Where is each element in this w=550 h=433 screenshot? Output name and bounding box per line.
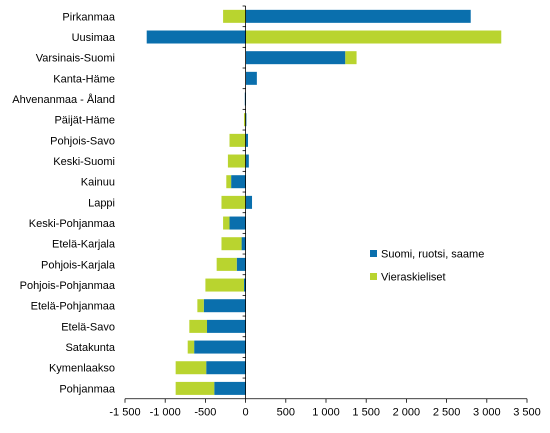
category-label: Varsinais-Suomi (36, 53, 115, 65)
x-tick-label: 3 000 (473, 407, 501, 419)
bar-foreign-8 (226, 175, 232, 189)
bar-domestic-9 (245, 195, 253, 209)
category-label: Pohjois-Savo (50, 135, 115, 147)
category-label: Etelä-Savo (61, 321, 115, 333)
bar-foreign-0 (223, 9, 246, 23)
bar-foreign-16 (187, 340, 195, 354)
bar-foreign-17 (175, 361, 207, 375)
bar-foreign-1 (245, 30, 502, 44)
category-label: Kainuu (81, 177, 115, 189)
bar-domestic-3 (245, 71, 257, 85)
category-labels: Pirkanmaa Uusimaa Varsinais-Suomi Kanta-Häm… (12, 11, 116, 395)
category-label: Keski-Pohjanmaa (29, 218, 116, 230)
bar-foreign-12 (216, 257, 237, 271)
bar-foreign-13 (205, 278, 244, 292)
bar-domestic-7 (245, 154, 249, 168)
bar-foreign-14 (197, 299, 204, 313)
bars-layer (146, 9, 502, 395)
x-tick-label: 500 (277, 407, 295, 419)
category-label: Päijät-Häme (54, 115, 115, 127)
bar-domestic-15 (207, 319, 246, 333)
category-label: Pirkanmaa (62, 11, 115, 23)
bar-foreign-2 (345, 51, 357, 65)
legend: Suomi, ruotsi, saame Vieraskieliset (370, 249, 484, 284)
category-label: Kanta-Häme (53, 73, 115, 85)
category-label: Pohjanmaa (59, 383, 116, 395)
bar-foreign-15 (189, 319, 208, 333)
bar-domestic-6 (245, 133, 249, 147)
category-label: Pohjois-Karjala (41, 259, 116, 271)
bar-domestic-18 (214, 381, 246, 395)
bar-domestic-14 (203, 299, 246, 313)
bar-domestic-16 (194, 340, 246, 354)
bar-domestic-17 (206, 361, 246, 375)
x-tick-label: 2 500 (433, 407, 461, 419)
x-tick-label: 1 500 (352, 407, 380, 419)
category-label: Etelä-Karjala (52, 239, 116, 251)
bar-domestic-10 (229, 216, 246, 230)
legend-swatch-foreign (370, 273, 377, 280)
x-tick-label: -1 000 (150, 407, 181, 419)
bar-domestic-1 (146, 30, 246, 44)
legend-label-foreign: Vieraskieliset (381, 272, 446, 284)
x-tick-label: 3 500 (513, 407, 541, 419)
category-label: Uusimaa (72, 32, 116, 44)
x-tick-label: 1 000 (312, 407, 340, 419)
category-label: Lappi (88, 197, 115, 209)
bar-domestic-13 (243, 278, 246, 292)
bar-domestic-12 (236, 257, 246, 271)
bar-domestic-8 (231, 175, 246, 189)
category-label: Kymenlaakso (49, 363, 115, 375)
bar-domestic-0 (245, 9, 471, 23)
category-label: Keski-Suomi (53, 156, 115, 168)
bar-foreign-9 (221, 195, 246, 209)
bar-foreign-18 (175, 381, 215, 395)
bar-foreign-5 (243, 113, 246, 127)
x-tick-label: 0 (243, 407, 249, 419)
category-label: Satakunta (65, 342, 115, 354)
bar-foreign-10 (223, 216, 230, 230)
bar-foreign-7 (227, 154, 246, 168)
category-label: Etelä-Pohjanmaa (31, 301, 116, 313)
category-label: Ahvenanmaa - Åland (12, 93, 115, 106)
bar-foreign-6 (229, 133, 246, 147)
x-tick-label: 2 000 (393, 407, 421, 419)
legend-swatch-domestic (370, 250, 377, 257)
legend-label-domestic: Suomi, ruotsi, saame (381, 249, 484, 261)
bar-domestic-2 (245, 51, 346, 65)
x-tick-label: -1 500 (109, 407, 140, 419)
bar-domestic-11 (241, 237, 246, 251)
x-tick-label: -500 (194, 407, 216, 419)
x-axis: -1 500 -1 000 -500 0 500 1 000 1 500 2 000 2 500… (109, 5, 541, 419)
category-label: Pohjois-Pohjanmaa (20, 280, 116, 292)
bar-foreign-11 (221, 237, 242, 251)
